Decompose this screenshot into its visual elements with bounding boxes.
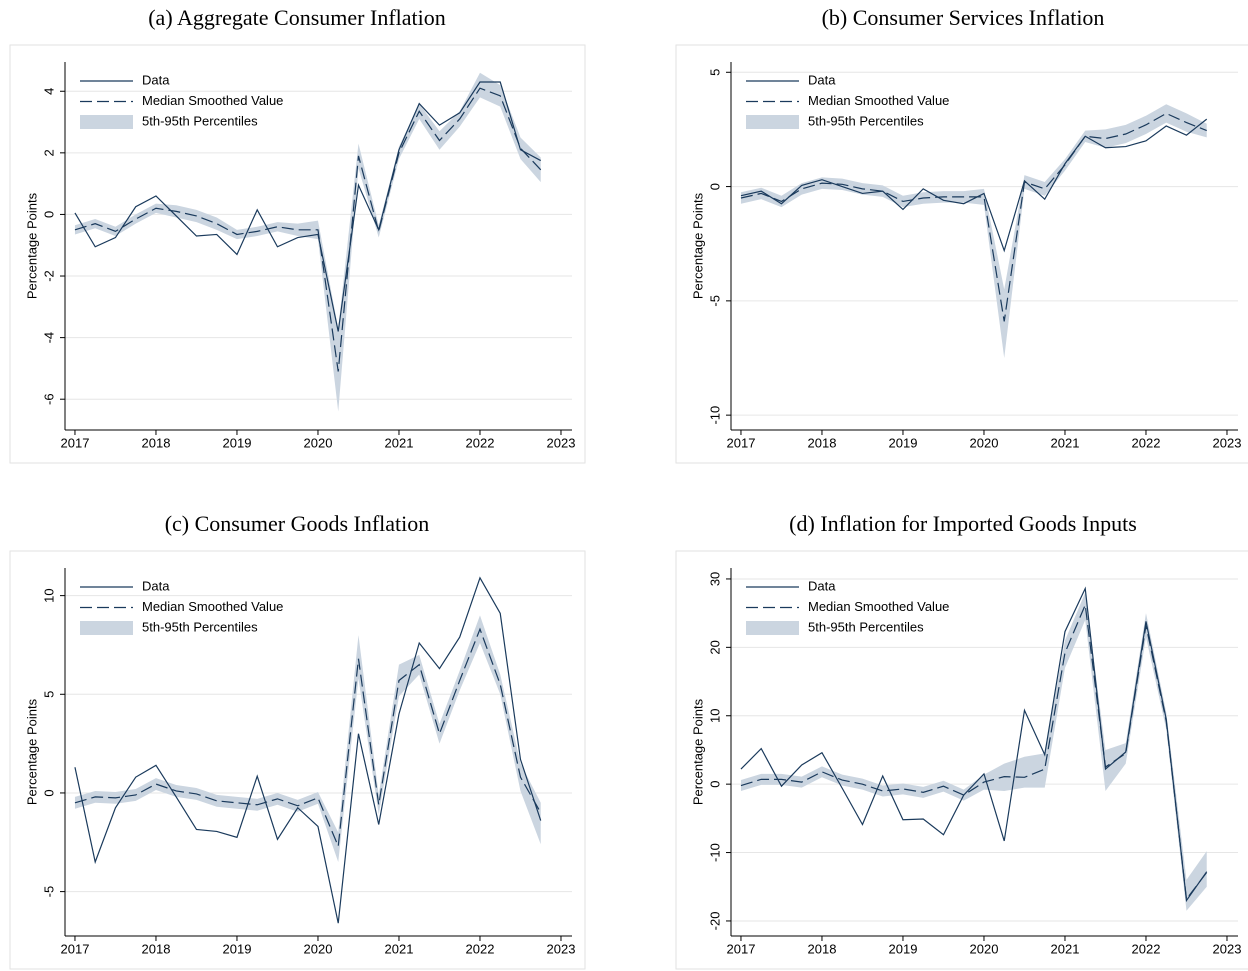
legend-label: 5th-95th Percentiles [142,113,258,128]
x-tick-label: 2021 [1051,435,1080,450]
percentile-band [740,592,1207,911]
series-line [74,81,542,332]
x-tick-label: 2023 [1213,435,1242,450]
panel-title: (b) Consumer Services Inflation [822,5,1105,30]
series-line [74,627,542,847]
panel-frame [9,44,586,464]
series-line [74,87,542,372]
x-tick-label: 2023 [547,941,576,956]
legend-label: Median Smoothed Value [808,599,949,614]
panel: (a) Aggregate Consumer Inflation Percenta… [9,5,586,464]
x-tick-label: 2018 [808,941,837,956]
y-tick-label: 0 [707,183,722,190]
x-tick-label: 2018 [142,435,171,450]
panel-frame [675,44,1248,464]
x-tick-label: 2017 [61,941,90,956]
y-axis-label: Percentage Points [690,192,705,299]
x-tick-label: 2019 [889,941,918,956]
legend-label: Data [808,578,836,593]
x-tick-label: 2019 [223,941,252,956]
y-tick-label: 0 [41,789,56,796]
panel-frame [9,550,586,970]
legend-label: 5th-95th Percentiles [808,619,924,634]
y-axis-label: Percentage Points [24,698,39,805]
y-tick-label: 0 [41,211,56,218]
x-tick-label: 2023 [547,435,576,450]
panel-title: (d) Inflation for Imported Goods Inputs [789,511,1137,536]
y-axis-label: Percentage Points [690,698,705,805]
panel-title: (a) Aggregate Consumer Inflation [148,5,446,30]
y-tick-label: -5 [707,295,722,307]
x-tick-label: 2020 [304,435,333,450]
y-tick-label: -10 [707,843,722,862]
y-tick-label: -20 [707,912,722,931]
panel-frame [675,550,1248,970]
legend-swatch [80,115,133,129]
percentile-band [740,104,1207,359]
x-tick-label: 2020 [970,435,999,450]
legend-label: Data [142,578,170,593]
legend-swatch [746,115,799,129]
x-tick-label: 2020 [970,941,999,956]
y-tick-label: -5 [41,886,56,898]
legend-label: Median Smoothed Value [808,93,949,108]
x-tick-label: 2019 [889,435,918,450]
y-tick-label: 30 [707,572,722,586]
series-line [740,586,1208,903]
y-tick-label: 20 [707,640,722,654]
legend-swatch [80,621,133,635]
x-tick-label: 2021 [385,941,414,956]
y-tick-label: 5 [41,691,56,698]
y-tick-label: -10 [707,406,722,425]
y-tick-label: 2 [41,149,56,156]
series-line [740,602,1208,901]
panel: (c) Consumer Goods Inflation Percentage P… [9,511,586,970]
y-axis-label: Percentage Points [24,192,39,299]
y-tick-label: -2 [41,270,56,282]
y-tick-label: 10 [707,709,722,723]
x-tick-label: 2021 [385,435,414,450]
x-tick-label: 2017 [727,435,756,450]
x-tick-label: 2022 [1132,941,1161,956]
x-tick-label: 2022 [466,435,495,450]
x-tick-label: 2020 [304,941,333,956]
series-line [740,112,1207,322]
panel: (d) Inflation for Imported Goods Inputs P… [675,511,1248,970]
y-tick-label: -6 [41,393,56,405]
panel: (b) Consumer Services Inflation Percentag… [675,5,1248,464]
series-line [740,118,1208,253]
x-tick-label: 2019 [223,435,252,450]
x-tick-label: 2021 [1051,941,1080,956]
x-tick-label: 2018 [142,941,171,956]
legend-label: 5th-95th Percentiles [808,113,924,128]
legend-label: Median Smoothed Value [142,93,283,108]
x-tick-label: 2017 [727,941,756,956]
x-tick-label: 2023 [1213,941,1242,956]
legend-label: Median Smoothed Value [142,599,283,614]
x-tick-label: 2017 [61,435,90,450]
y-tick-label: 4 [41,88,56,95]
x-tick-label: 2018 [808,435,837,450]
percentile-band [74,615,541,863]
legend-swatch [746,621,799,635]
panel-title: (c) Consumer Goods Inflation [165,511,430,536]
series-line [74,576,542,924]
y-tick-label: 0 [707,781,722,788]
x-tick-label: 2022 [1132,435,1161,450]
y-tick-label: -4 [41,332,56,344]
legend-label: Data [808,72,836,87]
legend-label: 5th-95th Percentiles [142,619,258,634]
legend-label: Data [142,72,170,87]
y-tick-label: 10 [41,588,56,602]
y-tick-label: 5 [707,69,722,76]
x-tick-label: 2022 [466,941,495,956]
